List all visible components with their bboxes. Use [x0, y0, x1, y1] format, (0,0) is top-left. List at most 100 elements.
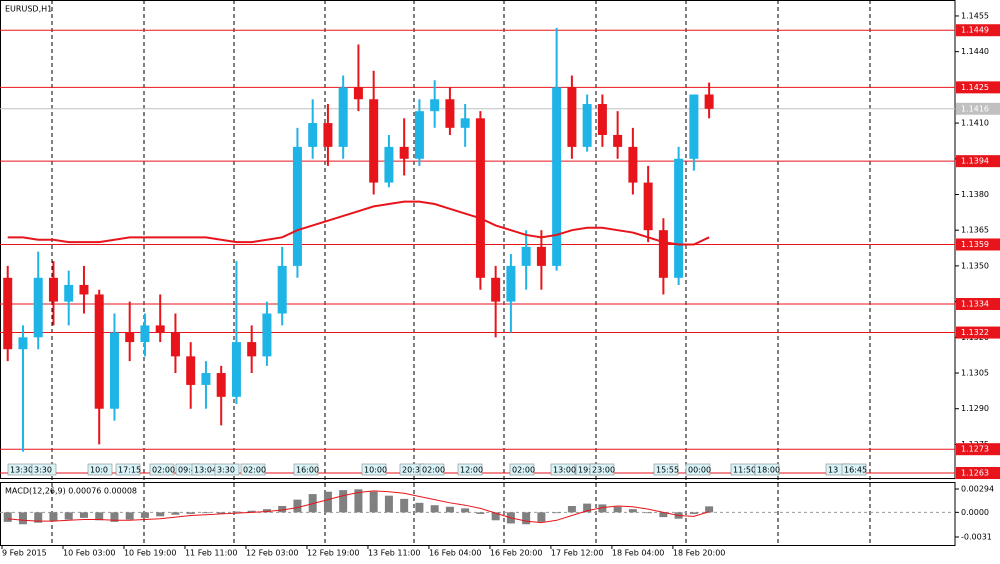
event-label: 02:00	[422, 466, 445, 475]
event-box	[841, 463, 867, 476]
macd-bar	[689, 512, 698, 514]
macd-bar	[156, 512, 165, 517]
macd-signal	[7, 490, 710, 524]
candle-body	[140, 325, 150, 343]
event-box	[293, 463, 319, 476]
event-label: 3:30	[34, 466, 52, 475]
event-box	[685, 463, 711, 476]
y-tick-label: 1.1410	[961, 119, 989, 128]
x-tick-label: 17 Feb 12:00	[551, 549, 603, 558]
candle-body	[292, 146, 302, 266]
macd-bar	[537, 512, 546, 522]
x-tick-label: 10 Feb 03:00	[63, 549, 115, 558]
event-box	[653, 463, 679, 476]
event-label: 13:30	[10, 466, 33, 475]
event-label: 17:15	[118, 466, 141, 475]
candle-body	[155, 325, 165, 333]
macd-bar	[95, 512, 104, 521]
macd-title: MACD(12,26,9) 0.00076 0.00008	[5, 487, 137, 496]
event-label: 16:45	[844, 466, 867, 475]
current-price-box	[956, 102, 1000, 115]
macd-bar	[110, 512, 119, 522]
y-tick-label: 1.1365	[961, 226, 989, 235]
macd-bar	[354, 489, 363, 513]
symbol-title: EURUSD,H1	[5, 5, 52, 14]
event-label: 13:04	[194, 466, 217, 475]
level-label: 1.1322	[961, 328, 989, 337]
macd-bar	[34, 512, 43, 523]
candle-body	[277, 265, 287, 314]
candle-body	[3, 277, 13, 350]
candle-body	[597, 104, 607, 135]
macd-bar	[18, 512, 27, 525]
candle-body	[567, 87, 577, 147]
macd-bar	[125, 512, 134, 520]
candle-body	[628, 146, 638, 183]
candle-body	[643, 182, 653, 231]
macd-bar	[262, 509, 271, 513]
macd-bar	[552, 512, 561, 514]
event-box	[31, 463, 57, 476]
level-label: 1.1394	[961, 157, 989, 166]
macd-bar	[49, 512, 58, 522]
y-tick-label: 1.1290	[961, 404, 989, 413]
x-tick-label: 10 Feb 19:00	[124, 549, 176, 558]
candle-body	[48, 277, 58, 302]
candle-body	[674, 158, 684, 278]
candle-body	[536, 246, 546, 266]
macd-bar	[430, 505, 439, 513]
candle-body	[247, 342, 257, 357]
candle-body	[79, 284, 89, 295]
candle-body	[689, 94, 699, 159]
macd-bar	[64, 512, 73, 520]
macd-bar	[339, 490, 348, 513]
event-label: 19:	[578, 466, 591, 475]
x-tick-label: 12 Feb 03:00	[246, 549, 298, 558]
candle-body	[323, 123, 333, 147]
candle-body	[475, 118, 485, 278]
event-box	[149, 463, 175, 476]
macd-bar	[171, 512, 180, 515]
candle-body	[109, 332, 119, 409]
macd-bar	[705, 506, 714, 513]
candle-body	[186, 356, 196, 385]
macd-bar	[476, 512, 485, 514]
level-box	[956, 155, 1000, 168]
event-label: 00:00	[688, 466, 711, 475]
y-tick-label: 1.1455	[961, 11, 989, 20]
candle-body	[231, 342, 241, 397]
macd-bar	[384, 495, 393, 513]
macd-bar	[400, 498, 409, 513]
macd-bar	[247, 510, 256, 513]
macd-bar	[598, 504, 607, 513]
event-label: 09:4	[178, 466, 196, 475]
macd-bar	[522, 512, 531, 525]
y-tick-label: 1.1380	[961, 190, 989, 199]
candle-body	[170, 332, 180, 357]
candle-body	[338, 87, 348, 147]
candle-body	[216, 373, 226, 397]
event-label: 10:0	[90, 466, 108, 475]
x-tick-label: 11 Feb 11:00	[185, 549, 237, 558]
macd-bar	[644, 512, 653, 514]
candle-body	[308, 123, 318, 147]
macd-bar	[613, 506, 622, 513]
current-price-label: 1.1416	[961, 104, 989, 113]
macd-bar	[415, 502, 424, 513]
event-box	[509, 463, 535, 476]
event-box	[361, 463, 387, 476]
y-tick-label: 1.1350	[961, 261, 989, 270]
candle-body	[384, 146, 394, 183]
candle-body	[94, 294, 104, 409]
macd-bar	[232, 511, 241, 513]
macd-bar	[369, 491, 378, 513]
level-box	[956, 467, 1000, 480]
candle-body	[125, 332, 135, 343]
macd-bar	[293, 499, 302, 513]
level-box	[956, 238, 1000, 251]
macd-bar	[278, 505, 287, 513]
macd-bar	[3, 512, 12, 522]
event-label: 16:00	[296, 466, 319, 475]
event-label: 13	[828, 466, 838, 475]
